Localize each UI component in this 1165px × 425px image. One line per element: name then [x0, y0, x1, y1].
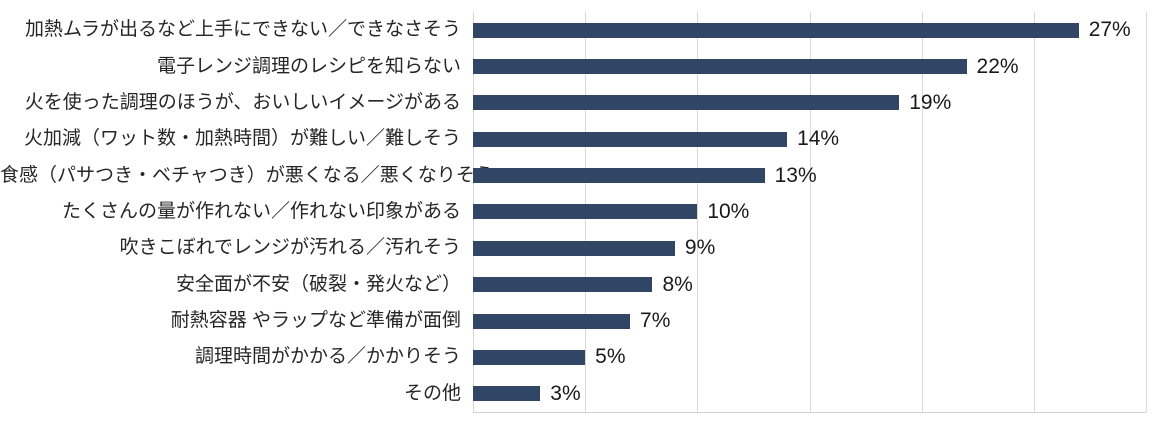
gridline-15	[809, 12, 811, 412]
bar-track: 7%	[473, 303, 1146, 339]
value-label: 19%	[909, 90, 952, 114]
gridline-30	[1146, 12, 1147, 412]
bar-cell: 10%	[473, 194, 1165, 230]
bar	[473, 313, 631, 329]
bar	[473, 95, 900, 111]
bar	[473, 386, 541, 402]
bar-cell: 27%	[473, 12, 1165, 48]
category-label: たくさんの量が作れない／作れない印象がある	[61, 201, 461, 223]
chart-row: 電子レンジ調理のレシピを知らない 22%	[0, 48, 1165, 84]
gridline-10	[697, 12, 699, 412]
category-label: 電子レンジ調理のレシピを知らない	[156, 55, 461, 77]
value-label: 27%	[1088, 18, 1131, 42]
bar	[473, 168, 765, 184]
bar	[473, 22, 1079, 38]
chart-row: 安全面が不安（破裂・発火など） 8%	[0, 267, 1165, 303]
bar-track: 10%	[473, 194, 1146, 230]
value-label: 3%	[550, 381, 581, 405]
category-label: 耐熱容器 やラップなど準備が面倒	[170, 310, 461, 332]
gridline-20	[921, 12, 923, 412]
bar-track: 3%	[473, 376, 1146, 412]
chart-row: その他 3%	[0, 376, 1165, 412]
bar	[473, 204, 698, 220]
bar-track: 27%	[473, 12, 1146, 48]
bar	[473, 277, 653, 293]
category-label: 調理時間がかかる／かかりそう	[194, 346, 461, 368]
gridline-25	[1033, 12, 1035, 412]
value-label: 13%	[774, 163, 817, 187]
category-label: 火加減（ワット数・加熱時間）が難しい／難しそう	[23, 128, 461, 150]
bar-track: 22%	[473, 48, 1146, 84]
bar-cell: 14%	[473, 121, 1165, 157]
chart-row: 吹きこぼれでレンジが汚れる／汚れそう 9%	[0, 230, 1165, 266]
bar-cell: 8%	[473, 267, 1165, 303]
category-label: 加熱ムラが出るなど上手にできない／できなさそう	[24, 19, 461, 41]
bar	[473, 131, 788, 147]
bar-cell: 3%	[473, 376, 1165, 412]
category-label: 吹きこぼれでレンジが汚れる／汚れそう	[119, 237, 461, 259]
bar-track: 8%	[473, 267, 1146, 303]
bar-track: 5%	[473, 339, 1146, 375]
category-label: 安全面が不安（破裂・発火など）	[175, 273, 461, 295]
bar-cell: 19%	[473, 85, 1165, 121]
bar-track: 19%	[473, 85, 1146, 121]
value-label: 14%	[797, 127, 840, 151]
chart-row: たくさんの量が作れない／作れない印象がある 10%	[0, 194, 1165, 230]
category-label: その他	[403, 382, 461, 404]
bar-cell: 9%	[473, 230, 1165, 266]
bar-track: 13%	[473, 157, 1146, 193]
bar	[473, 349, 586, 365]
category-label: 火を使った調理のほうが、おいしいイメージがある	[24, 91, 461, 113]
chart-row: 食感（パサつき・ベチャつき）が悪くなる／悪くなりそう 13%	[0, 157, 1165, 193]
value-label: 7%	[640, 309, 671, 333]
bar-cell: 13%	[473, 157, 1165, 193]
chart-row: 火加減（ワット数・加熱時間）が難しい／難しそう 14%	[0, 121, 1165, 157]
category-label: 食感（パサつき・ベチャつき）が悪くなる／悪くなりそう	[0, 164, 494, 186]
value-label: 22%	[976, 54, 1019, 78]
chart-row: 調理時間がかかる／かかりそう 5%	[0, 339, 1165, 375]
bar-cell: 7%	[473, 303, 1165, 339]
chart-rows: 加熱ムラが出るなど上手にできない／できなさそう 27% 電子レンジ調理のレシピを…	[0, 12, 1165, 412]
chart-row: 加熱ムラが出るなど上手にできない／できなさそう 27%	[0, 12, 1165, 48]
bar-track: 9%	[473, 230, 1146, 266]
value-label: 9%	[684, 236, 716, 260]
value-label: 8%	[662, 272, 693, 296]
chart-row: 火を使った調理のほうが、おいしいイメージがある 19%	[0, 85, 1165, 121]
x-axis-line	[473, 412, 1146, 413]
bar-cell: 22%	[473, 48, 1165, 84]
bar-cell: 5%	[473, 339, 1165, 375]
value-label: 10%	[707, 199, 750, 223]
bar	[473, 59, 967, 75]
value-label: 5%	[595, 345, 626, 369]
bar	[473, 240, 675, 256]
bar-track: 14%	[473, 121, 1146, 157]
chart-row: 耐熱容器 やラップなど準備が面倒 7%	[0, 303, 1165, 339]
